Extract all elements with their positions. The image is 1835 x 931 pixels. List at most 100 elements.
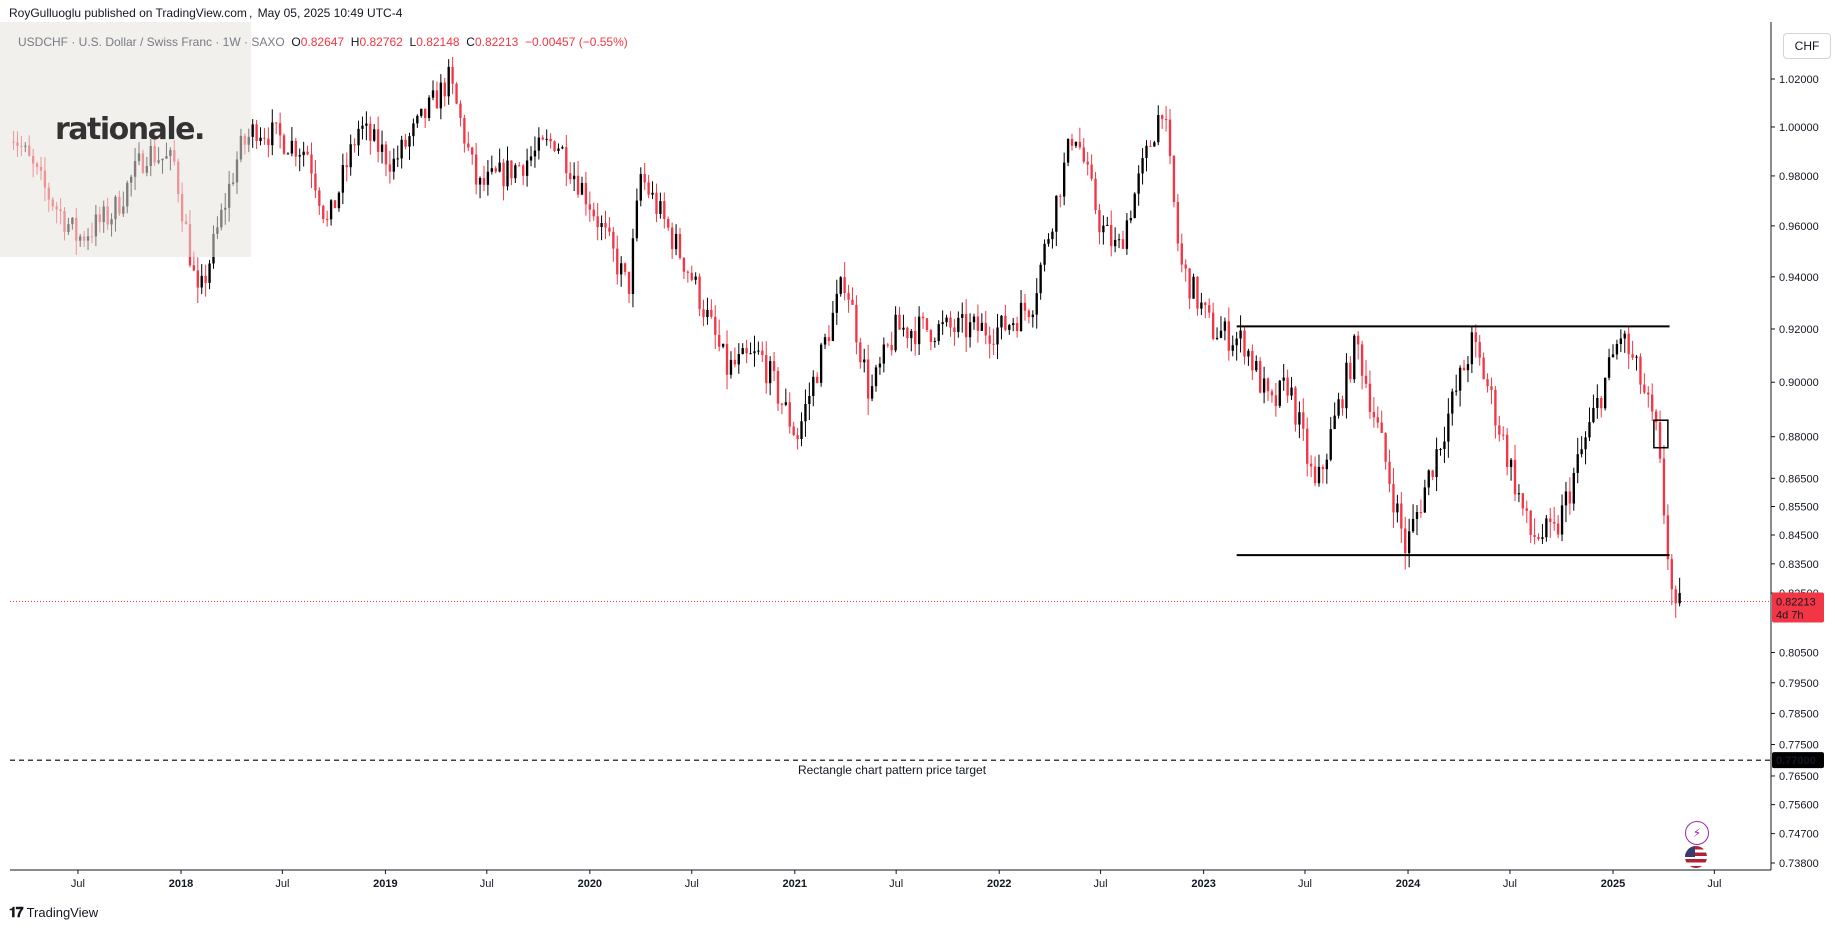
- symbol-title[interactable]: USDCHF · U.S. Dollar / Swiss Franc · 1W …: [18, 35, 285, 49]
- tradingview-logo-icon[interactable]: 𝟏𝟕: [9, 904, 24, 920]
- candle-body: [1329, 429, 1332, 460]
- candle-body: [310, 154, 313, 174]
- time-tick-label: Jul: [275, 878, 289, 890]
- candle-body: [984, 322, 987, 336]
- candle-body: [1529, 510, 1532, 536]
- breakdown-box[interactable]: [1653, 419, 1669, 449]
- candle-body: [447, 66, 450, 97]
- candle-body: [659, 201, 662, 214]
- candle-body: [1427, 470, 1430, 488]
- candle-body: [314, 173, 317, 191]
- candle-body: [537, 137, 541, 151]
- candle-body: [1353, 335, 1356, 380]
- candle-body: [812, 376, 815, 396]
- candle-body: [925, 318, 929, 331]
- candle-body: [757, 350, 760, 352]
- candle-body: [518, 165, 521, 167]
- candle-body: [427, 97, 431, 118]
- currency-button[interactable]: CHF: [1783, 33, 1831, 59]
- candle-body: [635, 200, 639, 239]
- candle-body: [1141, 157, 1144, 174]
- candle-body: [1596, 397, 1599, 408]
- candle-body: [204, 275, 207, 283]
- candle-body: [1290, 387, 1293, 396]
- candle-body: [1070, 139, 1074, 146]
- candle-body: [1603, 377, 1607, 409]
- candle-body: [729, 359, 733, 375]
- candle-body: [576, 175, 580, 195]
- candle-body: [1247, 350, 1250, 357]
- candle-body: [388, 164, 392, 172]
- time-tick-label: Jul: [1503, 878, 1517, 890]
- candle-body: [941, 322, 944, 325]
- candle-body: [580, 183, 584, 195]
- footer-brand[interactable]: TradingView: [26, 905, 99, 920]
- candle-body: [1451, 391, 1454, 414]
- time-tick-label: 2023: [1191, 878, 1215, 890]
- candle-body: [1278, 380, 1281, 406]
- candle-body: [1321, 466, 1325, 470]
- candle-body: [298, 155, 301, 157]
- candle-body: [1337, 399, 1340, 416]
- candle-body: [1635, 356, 1638, 358]
- candle-body: [1341, 399, 1344, 409]
- candle-body: [1388, 461, 1391, 485]
- candle-body: [988, 335, 991, 344]
- candle-body: [600, 223, 603, 228]
- candle-body: [451, 66, 454, 84]
- candle-body: [1196, 276, 1199, 309]
- low-label: L: [409, 35, 417, 49]
- candle-body: [1580, 449, 1583, 455]
- candle-body: [196, 270, 199, 288]
- candle-body: [1227, 321, 1230, 351]
- candle-body: [1031, 314, 1034, 318]
- candle-body: [467, 143, 470, 148]
- candle-body: [678, 233, 682, 258]
- candle-body: [549, 138, 552, 142]
- candle-body: [800, 421, 803, 440]
- candle-body: [510, 160, 513, 179]
- lightning-icon[interactable]: ⚡: [1685, 821, 1709, 845]
- candle-body: [1439, 448, 1442, 450]
- candle-body: [1572, 472, 1575, 504]
- candle-body: [1168, 119, 1172, 157]
- us-flag-icon[interactable]: [1685, 846, 1707, 868]
- candle-body: [1407, 531, 1411, 554]
- candle-body: [1545, 518, 1548, 538]
- candle-body: [1286, 377, 1289, 396]
- candle-body: [796, 435, 799, 440]
- candle-body: [725, 343, 729, 375]
- candle-body: [1266, 378, 1270, 392]
- bar-countdown: 4d 7h: [1776, 609, 1804, 621]
- candle-body: [263, 137, 266, 139]
- price-tick-label: 0.85500: [1779, 501, 1819, 513]
- price-tick-label: 0.98000: [1779, 171, 1819, 183]
- candle-body: [1192, 276, 1195, 299]
- candle-body: [1306, 428, 1309, 464]
- candle-body: [1560, 505, 1564, 535]
- candle-body: [572, 175, 576, 180]
- candle-body: [863, 359, 866, 363]
- candle-body: [1623, 333, 1626, 339]
- candle-body: [373, 129, 376, 141]
- candle-body: [208, 263, 211, 283]
- candle-body: [1564, 491, 1568, 506]
- candle-body: [1172, 156, 1176, 203]
- price-tick-label: 0.79500: [1779, 678, 1819, 690]
- candle-body: [325, 219, 329, 221]
- candle-body: [898, 314, 901, 330]
- candle-body: [506, 160, 509, 187]
- publisher-name: RoyGulluoglu published on TradingView.co…: [9, 6, 247, 20]
- candle-body: [1553, 521, 1556, 524]
- candle-body: [1204, 302, 1207, 306]
- candle-body: [478, 177, 482, 185]
- candle-body: [839, 277, 842, 294]
- candle-body: [780, 403, 784, 405]
- candle-body: [1074, 141, 1078, 146]
- price-tick-label: 0.94000: [1779, 272, 1819, 284]
- candle-body: [1333, 415, 1336, 430]
- candle-body: [1325, 459, 1329, 470]
- candle-body: [1592, 407, 1595, 423]
- time-tick-label: 2025: [1601, 878, 1625, 890]
